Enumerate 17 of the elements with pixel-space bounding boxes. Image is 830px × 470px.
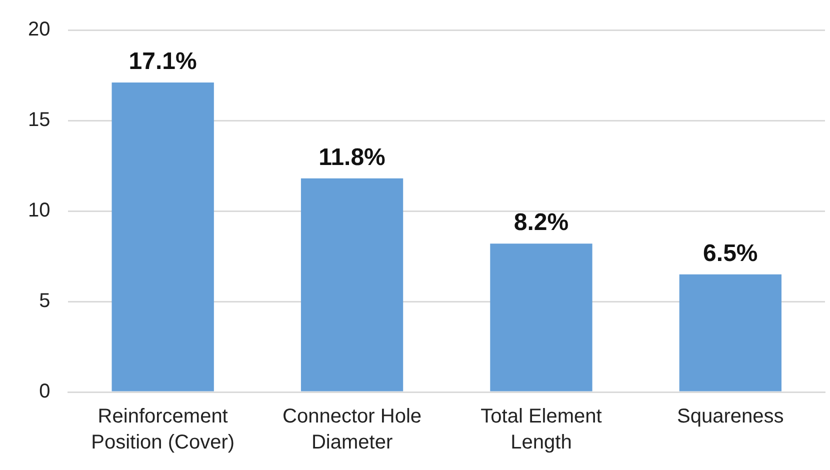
bar: [300, 178, 404, 392]
y-tick-label: 10: [28, 200, 50, 222]
data-label: 11.8%: [318, 144, 386, 172]
x-tick-label: Squareness: [677, 406, 784, 428]
y-tick-label: 5: [39, 290, 50, 312]
x-tick-label: Reinforcement Position (Cover): [91, 406, 235, 454]
x-tick-label: Connector Hole Diameter: [282, 406, 422, 454]
y-tick-label: 0: [39, 380, 50, 403]
data-label: 8.2%: [514, 209, 569, 236]
data-label: 17.1%: [128, 48, 197, 76]
x-tick-label: Total Element Length: [480, 406, 602, 454]
y-tick-label: 15: [28, 109, 50, 132]
data-label: 6.5%: [703, 240, 758, 267]
bar: [679, 274, 782, 392]
y-tick-label: 20: [28, 18, 50, 41]
bar: [490, 244, 592, 392]
bar: [112, 82, 214, 392]
